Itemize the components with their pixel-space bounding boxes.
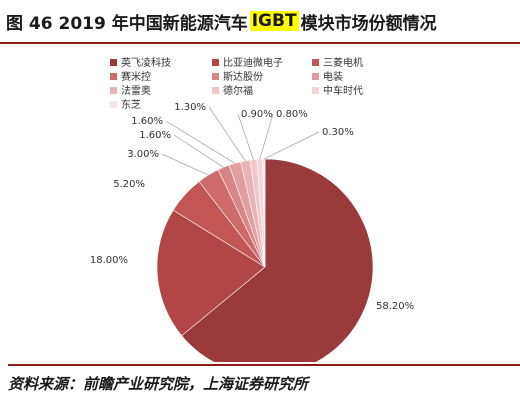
title-suffix: 模块市场份额情况 xyxy=(300,13,437,34)
leader-line xyxy=(263,131,320,160)
legend-swatch xyxy=(110,87,117,94)
legend-label: 英飞凌科技 xyxy=(121,56,171,69)
legend-label: 德尔福 xyxy=(223,84,253,97)
source-note: 资料来源：前瞻产业研究院，上海证券研究所 xyxy=(8,364,520,400)
legend-label: 比亚迪微电子 xyxy=(223,56,283,69)
legend-swatch xyxy=(110,101,117,108)
legend-label: 中车时代 xyxy=(323,84,363,97)
title-highlight: IGBT xyxy=(249,11,299,31)
legend-label: 斯达股份 xyxy=(223,70,263,83)
figure-title: 图 46 2019 年中国新能源汽车 IGBT 模块市场份额情况 xyxy=(0,0,520,44)
slice-value-label: 5.20% xyxy=(113,179,145,190)
leader-line xyxy=(208,106,246,162)
legend-swatch xyxy=(312,87,319,94)
leader-line xyxy=(173,134,224,168)
leader-line xyxy=(165,120,235,164)
slice-value-label: 0.90% xyxy=(241,109,273,120)
legend-swatch xyxy=(212,73,219,80)
pie-slice xyxy=(156,209,266,337)
slice-value-label: 58.20% xyxy=(376,301,414,312)
slice-value-label: 18.00% xyxy=(90,255,128,266)
legend-swatch xyxy=(212,87,219,94)
legend-label: 东芝 xyxy=(121,98,141,111)
legend-label: 赛米控 xyxy=(121,70,151,83)
legend-swatch xyxy=(110,73,117,80)
slice-value-label: 1.30% xyxy=(174,102,206,113)
legend-swatch xyxy=(110,59,117,66)
legend-label: 法雷奥 xyxy=(121,84,151,97)
slice-value-label: 3.00% xyxy=(127,149,159,160)
legend-label: 三菱电机 xyxy=(323,56,363,69)
leader-line xyxy=(161,153,209,176)
slice-value-label: 0.80% xyxy=(276,109,308,120)
legend-swatch xyxy=(312,73,319,80)
legend-swatch xyxy=(212,59,219,66)
legend-label: 电装 xyxy=(323,70,343,83)
leader-lines xyxy=(161,106,320,176)
legend-swatch xyxy=(312,59,319,66)
title-prefix: 图 46 2019 年中国新能源汽车 xyxy=(6,13,248,34)
leader-line xyxy=(237,113,254,160)
slice-value-label: 1.60% xyxy=(139,130,171,141)
slice-value-label: 0.30% xyxy=(322,127,354,138)
pie-slice xyxy=(181,158,374,362)
slice-labels: 58.20% 18.00% 5.20% 3.00% 1.60% 1.60% 1.30% 0.9… xyxy=(90,102,414,312)
pie-slices xyxy=(156,158,374,362)
slice-value-label: 1.60% xyxy=(131,116,163,127)
leader-line xyxy=(259,113,274,160)
